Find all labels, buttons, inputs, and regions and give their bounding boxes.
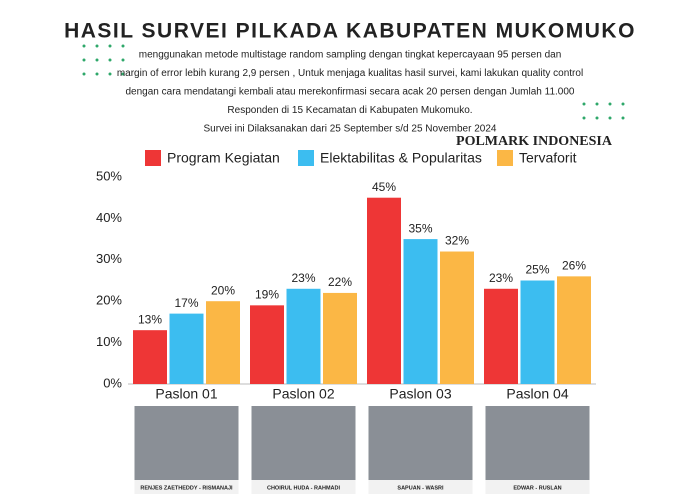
bar [206,301,240,384]
legend-swatch [298,150,314,166]
y-tick-label: 20% [96,293,122,308]
value-label: 20% [211,283,235,297]
caption-band [134,480,239,494]
subtitle-line: Survei ini Dilaksanakan dari 25 Septembe… [204,124,497,135]
photo-caption: CHOIRUL HUDA - RAHMADI [267,485,340,491]
bar [133,330,167,384]
decor-dots [82,44,625,120]
photo-caption: SAPUAN - WASRI [397,485,444,491]
caption-band [485,480,590,494]
legend-swatch [497,150,513,166]
legend-swatch [145,150,161,166]
candidate-photo [485,406,590,480]
bar [286,288,321,384]
bar [367,197,401,384]
y-tick-label: 10% [96,334,122,349]
y-tick-label: 30% [96,251,122,266]
chart-title: HASIL SURVEI PILKADA KABUPATEN MUKOMUKO [64,20,636,43]
value-label: 19% [255,288,279,302]
caption-band [251,480,356,494]
subtitle-line: margin of error lebih kurang 2,9 persen … [117,68,583,79]
bar [440,251,474,384]
value-label: 32% [445,234,469,248]
y-tick-label: 40% [96,210,122,225]
value-label: 26% [562,259,586,273]
candidate-photo [134,406,239,480]
bar [403,239,438,384]
x-tick-label: Paslon 02 [272,386,334,402]
value-label: 13% [138,312,162,326]
legend-label: Elektabilitas & Popularitas [320,150,482,166]
photo-caption: RENJES ZAETHEDDY - RISMANAJI [140,485,233,491]
subtitle-line: menggunakan metode multistage random sam… [139,50,562,61]
caption-band [368,480,473,494]
source: POLMARK INDONESIA [456,134,613,149]
subtitle-line: dengan cara mendatangi kembali atau mere… [126,87,575,98]
photo-caption: EDWAR - RUSLAN [513,485,561,491]
value-label: 35% [408,221,432,235]
value-label: 22% [328,275,352,289]
x-tick-label: Paslon 03 [389,386,451,402]
bar [323,292,357,384]
bar [250,305,284,384]
candidate-photo [251,406,356,480]
bar [169,313,204,384]
y-tick-label: 0% [103,375,122,390]
value-label: 23% [291,271,315,285]
bar [484,288,518,384]
legend-label: Tervaforit [519,150,577,166]
x-tick-label: Paslon 01 [155,386,217,402]
legend-label: Program Kegiatan [167,150,280,166]
bar [520,280,555,384]
value-label: 23% [489,271,513,285]
value-label: 17% [174,296,198,310]
value-label: 25% [525,263,549,277]
value-label: 45% [372,180,396,194]
bar [557,276,591,384]
subtitle-line: Responden di 15 Kecamatan di Kabupaten M… [227,105,472,116]
x-tick-label: Paslon 04 [506,386,568,402]
y-tick-label: 50% [96,168,122,183]
candidate-photo [368,406,473,480]
